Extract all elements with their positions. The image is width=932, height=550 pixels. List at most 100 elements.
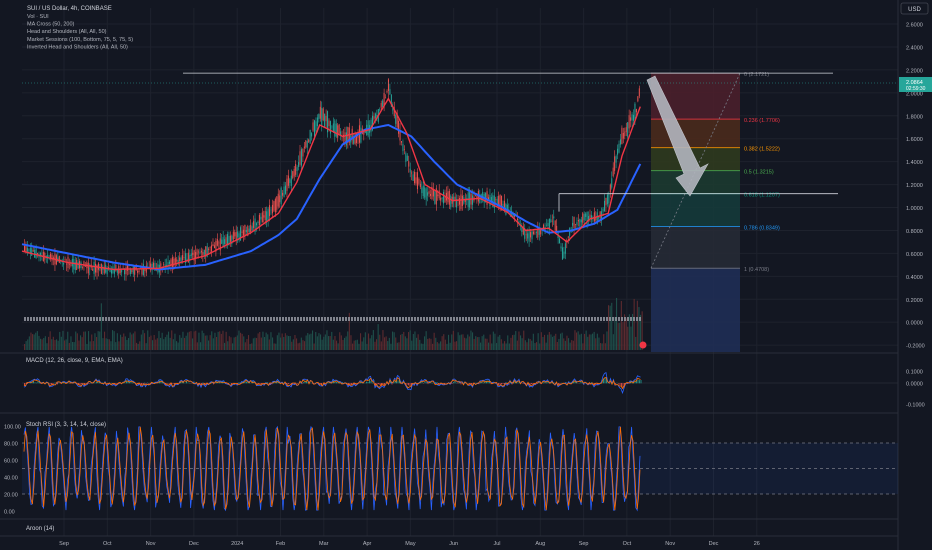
volume-bar — [206, 335, 208, 350]
candle-body — [506, 204, 508, 213]
market-session-marker — [288, 317, 290, 321]
market-session-marker — [300, 317, 302, 321]
candle-body — [408, 161, 410, 167]
volume-bar — [534, 343, 536, 350]
market-session-marker — [252, 317, 254, 321]
market-session-marker — [402, 317, 404, 321]
volume-bar — [630, 326, 632, 350]
macd-histogram-bar — [138, 383, 139, 386]
candle-body — [590, 215, 592, 220]
candle-body — [302, 148, 304, 157]
candle-body — [509, 212, 511, 215]
candle-body — [138, 270, 140, 273]
fib-level-label: 0.786 (0.8349) — [744, 225, 780, 231]
candle-body — [370, 119, 372, 132]
candle-body — [488, 197, 489, 200]
macd-histogram-bar — [216, 381, 217, 384]
fib-level-label: 0.382 (1.5222) — [744, 147, 780, 153]
market-session-marker — [606, 317, 608, 321]
macd-histogram-bar — [304, 380, 306, 384]
candle-body — [503, 200, 505, 211]
volume-bar — [369, 338, 371, 350]
volume-bar — [59, 331, 61, 350]
candle-body — [589, 214, 591, 220]
macd-histogram-bar — [478, 383, 480, 385]
candle-body — [443, 191, 445, 204]
candle-body — [447, 191, 449, 203]
candle-body — [328, 120, 330, 127]
market-session-marker — [480, 317, 482, 321]
candle-body — [527, 233, 529, 239]
volume-bar — [270, 332, 272, 350]
macd-histogram-bar — [607, 382, 609, 384]
candle-body — [625, 127, 627, 133]
market-session-marker — [228, 317, 230, 321]
candle-body — [495, 199, 497, 200]
market-session-marker — [126, 317, 128, 321]
volume-bar — [112, 330, 114, 350]
market-session-marker — [552, 317, 554, 321]
fib-level-label: 0.618 (1.1207) — [744, 193, 780, 199]
candle-body — [240, 227, 242, 241]
candle-body — [200, 250, 202, 253]
volume-bar — [497, 336, 499, 350]
volume-bar — [428, 338, 430, 350]
candle-body — [401, 141, 402, 143]
volume-bar — [222, 330, 224, 350]
candle-body — [305, 140, 307, 148]
candle-body — [550, 219, 552, 222]
volume-bar — [83, 331, 85, 350]
volume-bar — [558, 338, 560, 350]
down-arrow-drawing[interactable] — [646, 75, 709, 197]
candle-body — [411, 172, 413, 174]
candle-body — [440, 197, 442, 201]
volume-bar — [120, 334, 122, 350]
macd-histogram-bar — [276, 382, 277, 384]
volume-bar — [612, 334, 614, 350]
volume-bar — [595, 338, 597, 350]
macd-histogram-bar — [457, 383, 459, 384]
candle-body — [382, 100, 384, 108]
volume-bar — [121, 336, 123, 350]
macd-histogram-bar — [397, 380, 399, 384]
volume-bar — [604, 343, 606, 350]
volume-bar — [561, 332, 563, 350]
volume-bar — [310, 333, 312, 350]
market-session-marker — [381, 317, 383, 321]
market-session-marker — [135, 317, 137, 321]
volume-bar — [355, 340, 357, 350]
volume-bar — [492, 331, 494, 350]
volume-bar — [411, 340, 413, 350]
macd-histogram-bar — [247, 381, 249, 384]
volume-bar — [361, 341, 363, 350]
volume-bar — [382, 330, 384, 350]
volume-bar — [550, 334, 552, 350]
macd-histogram-bar — [376, 383, 378, 385]
volume-bar — [403, 331, 405, 350]
volume-bar — [366, 343, 368, 350]
candle-body — [538, 228, 540, 235]
candle-body — [211, 245, 213, 252]
candle-body — [209, 247, 211, 248]
volume-bar — [596, 333, 598, 350]
volume-bar — [521, 338, 523, 350]
macd-histogram-bar — [409, 383, 411, 387]
macd-histogram-bar — [123, 382, 124, 384]
volume-bar — [320, 334, 322, 350]
volume-bar — [318, 333, 320, 350]
candle-body — [438, 190, 440, 199]
volume-bar — [516, 340, 518, 350]
macd-histogram-bar — [526, 383, 528, 384]
candle-body — [612, 167, 614, 177]
candle-body — [244, 224, 246, 236]
volume-bar — [347, 331, 349, 350]
candle-body — [231, 235, 233, 244]
horizontal-lines[interactable] — [22, 72, 898, 212]
volume-bar — [531, 340, 533, 350]
volume-bar — [291, 341, 293, 350]
volume-bar — [46, 343, 48, 350]
candle-body — [35, 248, 37, 259]
currency-button[interactable] — [900, 2, 929, 15]
macd-histogram-bar — [127, 380, 129, 384]
